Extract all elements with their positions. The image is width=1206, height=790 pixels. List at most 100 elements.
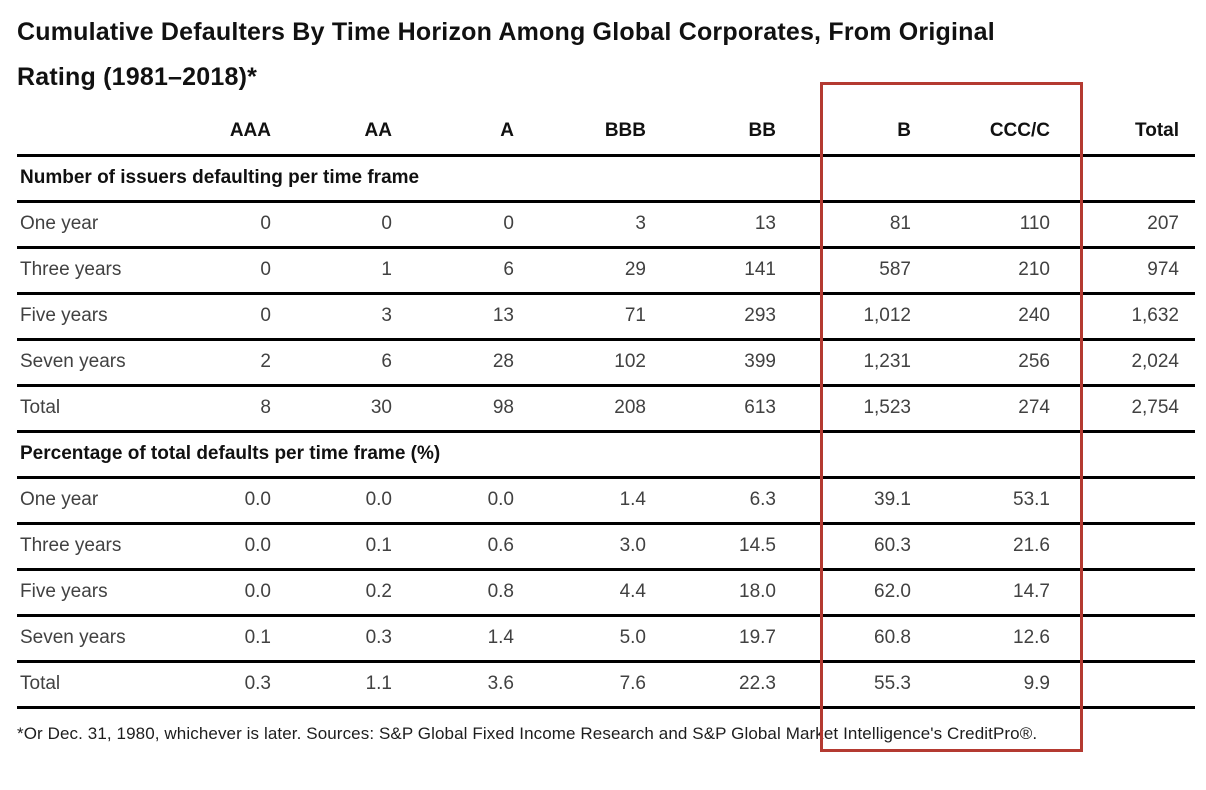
cell-value: 7.6 [530, 661, 662, 709]
cell-value: 2,024 [1066, 339, 1195, 387]
cell-value: 208 [530, 385, 662, 433]
cell-value: 110 [927, 201, 1066, 249]
row-label: Seven years [17, 339, 177, 387]
footnote: *Or Dec. 31, 1980, whichever is later. S… [17, 723, 1038, 743]
cell-value: 19.7 [662, 615, 792, 663]
cell-value: 293 [662, 293, 792, 341]
table-title: Cumulative Defaulters By Time Horizon Am… [17, 10, 1192, 100]
cell-value: 3.0 [530, 523, 662, 571]
cell-value: 81 [792, 201, 927, 249]
cell-value: 53.1 [927, 477, 1066, 525]
cell-value: 29 [530, 247, 662, 295]
cell-value: 210 [927, 247, 1066, 295]
cell-value: 240 [927, 293, 1066, 341]
column-header-bb: BB [662, 109, 792, 157]
cell-value: 6 [408, 247, 530, 295]
cell-value: 0 [408, 201, 530, 249]
cell-value: 0.0 [177, 477, 287, 525]
row-label: Three years [17, 247, 177, 295]
cell-value: 1,632 [1066, 293, 1195, 341]
row-label: Seven years [17, 615, 177, 663]
cell-value: 13 [662, 201, 792, 249]
table-title-line1: Cumulative Defaulters By Time Horizon Am… [17, 18, 995, 46]
cell-value: 3 [530, 201, 662, 249]
cell-value: 12.6 [927, 615, 1066, 663]
cell-value: 13 [408, 293, 530, 341]
row-label: One year [17, 201, 177, 249]
table-row: One year 0.0 0.0 0.0 1.4 6.3 39.1 53.1 [17, 477, 1195, 525]
cell-value: 28 [408, 339, 530, 387]
section-header-row: Number of issuers defaulting per time fr… [17, 155, 1195, 203]
cell-value: 14.7 [927, 569, 1066, 617]
cell-value: 3 [287, 293, 408, 341]
cell-value: 0.3 [177, 661, 287, 709]
cell-value: 0.1 [287, 523, 408, 571]
cell-value: 39.1 [792, 477, 927, 525]
row-label: Total [17, 661, 177, 709]
cell-value [1066, 661, 1195, 709]
row-label: One year [17, 477, 177, 525]
cell-value: 1,231 [792, 339, 927, 387]
defaulters-table: AAA AA A BBB BB B CCC/C Total Number of issuers… [17, 109, 1195, 709]
table-row: Total 0.3 1.1 3.6 7.6 22.3 55.3 9.9 [17, 661, 1195, 709]
cell-value: 1.4 [408, 615, 530, 663]
cell-value: 14.5 [662, 523, 792, 571]
cell-value: 6.3 [662, 477, 792, 525]
column-header-ccc-c: CCC/C [927, 109, 1066, 157]
cell-value: 0.0 [287, 477, 408, 525]
table-body: Number of issuers defaulting per time fr… [17, 155, 1195, 709]
table-row: Total 8 30 98 208 613 1,523 274 2,754 [17, 385, 1195, 433]
cell-value: 71 [530, 293, 662, 341]
cell-value: 0 [177, 201, 287, 249]
cell-value [1066, 477, 1195, 525]
row-label: Total [17, 385, 177, 433]
cell-value: 141 [662, 247, 792, 295]
cell-value [1066, 569, 1195, 617]
column-header-aa: AA [287, 109, 408, 157]
cell-value: 0 [287, 201, 408, 249]
table-row: Five years 0 3 13 71 293 1,012 240 1,632 [17, 293, 1195, 341]
cell-value: 974 [1066, 247, 1195, 295]
cell-value: 102 [530, 339, 662, 387]
cell-value: 587 [792, 247, 927, 295]
cell-value: 613 [662, 385, 792, 433]
cell-value [1066, 615, 1195, 663]
cell-value: 0.0 [177, 523, 287, 571]
cell-value: 274 [927, 385, 1066, 433]
cell-value: 1.1 [287, 661, 408, 709]
table-row: Three years 0.0 0.1 0.6 3.0 14.5 60.3 21.6 [17, 523, 1195, 571]
cell-value: 0.3 [287, 615, 408, 663]
cell-value: 9.9 [927, 661, 1066, 709]
column-header-aaa: AAA [177, 109, 287, 157]
table-row: Seven years 0.1 0.3 1.4 5.0 19.7 60.8 12.6 [17, 615, 1195, 663]
table-row: One year 0 0 0 3 13 81 110 207 [17, 201, 1195, 249]
cell-value: 0.8 [408, 569, 530, 617]
cell-value: 3.6 [408, 661, 530, 709]
table-row: Seven years 2 6 28 102 399 1,231 256 2,024 [17, 339, 1195, 387]
section-header: Percentage of total defaults per time fr… [17, 431, 1195, 479]
section-header-row: Percentage of total defaults per time fr… [17, 431, 1195, 479]
row-label: Five years [17, 569, 177, 617]
column-header-total: Total [1066, 109, 1195, 157]
cell-value: 6 [287, 339, 408, 387]
column-header-bbb: BBB [530, 109, 662, 157]
column-header-a: A [408, 109, 530, 157]
column-header-b: B [792, 109, 927, 157]
cell-value: 60.3 [792, 523, 927, 571]
cell-value: 62.0 [792, 569, 927, 617]
cell-value: 399 [662, 339, 792, 387]
cell-value: 60.8 [792, 615, 927, 663]
cell-value: 1,012 [792, 293, 927, 341]
cell-value: 2,754 [1066, 385, 1195, 433]
cell-value: 21.6 [927, 523, 1066, 571]
cell-value: 5.0 [530, 615, 662, 663]
cell-value: 30 [287, 385, 408, 433]
cell-value: 1.4 [530, 477, 662, 525]
table-row: Three years 0 1 6 29 141 587 210 974 [17, 247, 1195, 295]
cell-value: 18.0 [662, 569, 792, 617]
cell-value: 0 [177, 293, 287, 341]
cell-value: 1,523 [792, 385, 927, 433]
cell-value [1066, 523, 1195, 571]
cell-value: 8 [177, 385, 287, 433]
